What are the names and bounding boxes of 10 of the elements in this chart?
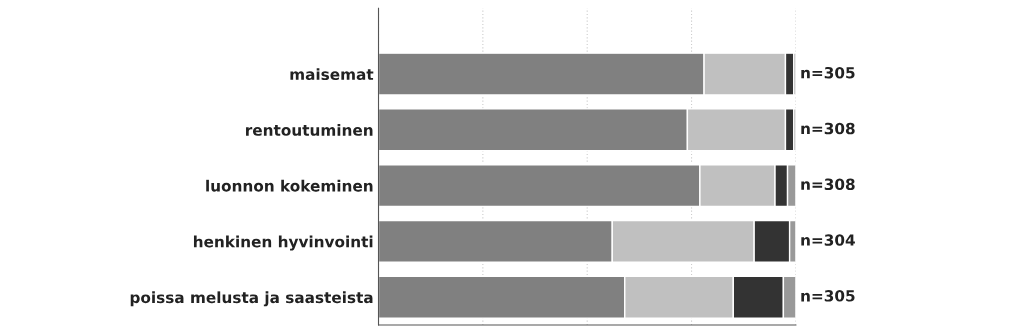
text: n=305 — [801, 290, 855, 302]
text: n=308 — [801, 178, 855, 191]
y-tick-label: maisemat — [290, 68, 374, 81]
text: n=308 — [801, 122, 855, 135]
y-tick-label: rentoutuminen — [246, 124, 373, 136]
text: n=305 — [801, 66, 855, 79]
y-tick-label: henkinen hyvinvointi — [193, 235, 373, 251]
y-tick-label: luonnon kokeminen — [206, 179, 373, 192]
text: n=304 — [801, 234, 855, 246]
y-tick-label: poissa melusta ja saasteista — [130, 291, 373, 307]
